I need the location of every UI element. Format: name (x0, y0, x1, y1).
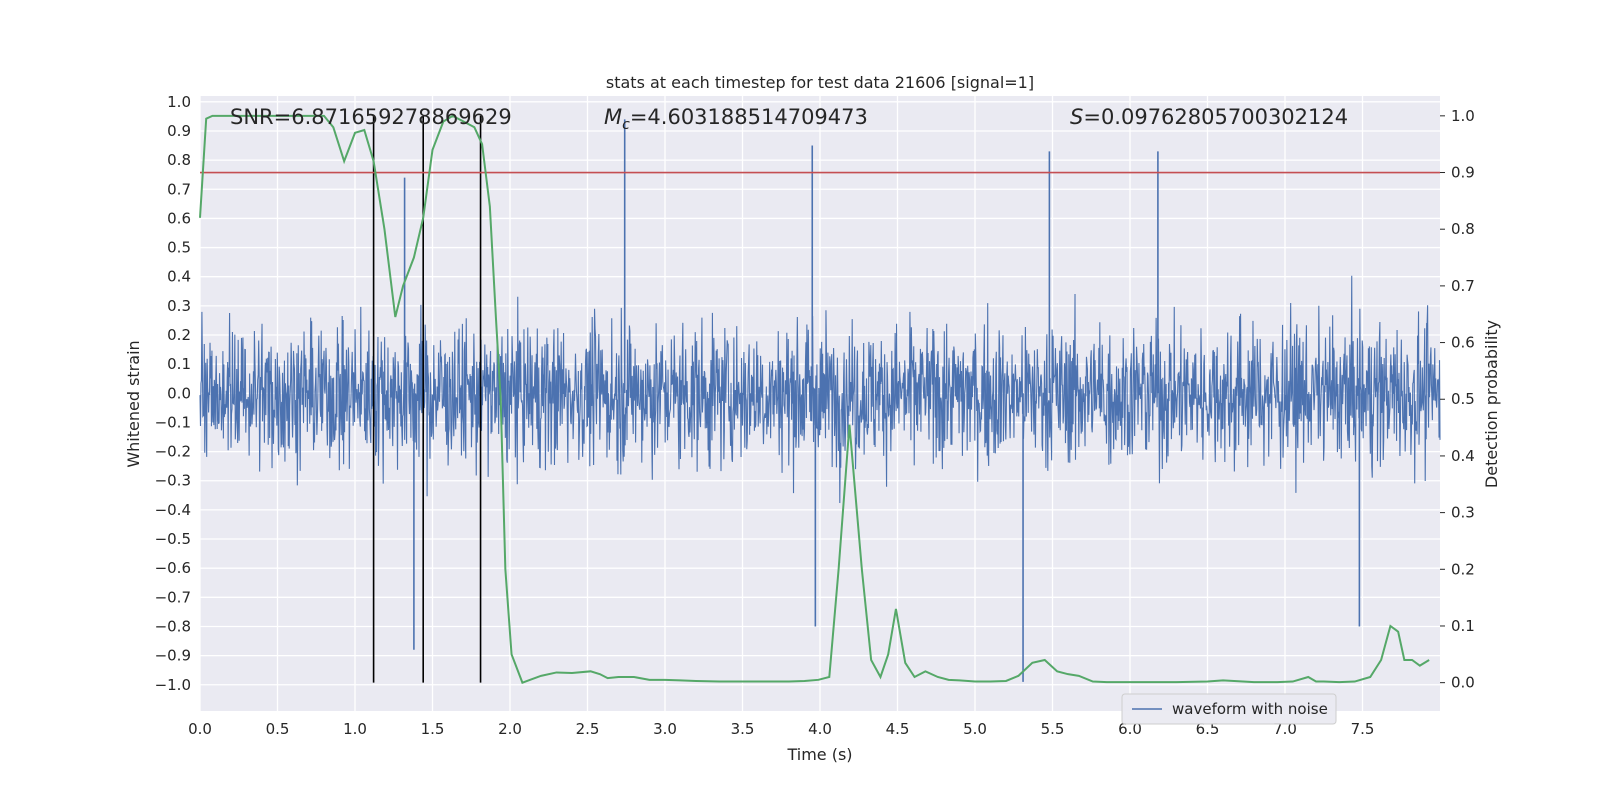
y-left-tick-label: −0.9 (155, 647, 191, 665)
y-left-tick-label: −0.7 (155, 588, 191, 606)
chirp-mass-annotation: Mc=4.603188514709473 (604, 105, 868, 133)
x-tick-label: 0.0 (188, 720, 212, 738)
x-axis-label: Time (s) (786, 745, 852, 764)
x-tick-label: 3.0 (653, 720, 677, 738)
y-left-axis-ticks: 1.0 0.9 0.8 0.7 0.6 0.5 0.4 0.3 0.2 0.1 0.0 −0.1 −0.… (155, 93, 191, 694)
probability-group (199, 114, 1430, 684)
chirp-mass-value: =4.603188514709473 (630, 105, 868, 129)
y-left-tick-label: 0.5 (167, 239, 191, 257)
x-tick-label: 2.5 (576, 720, 600, 738)
y-left-axis-label: Whitened strain (124, 340, 143, 467)
y-right-tick-label: 0.6 (1451, 334, 1475, 352)
y-right-tick-label: 0.8 (1451, 220, 1475, 238)
chirp-mass-symbol: M (604, 105, 622, 129)
y-right-tick-label: 0.9 (1451, 164, 1475, 182)
legend-box (1121, 693, 1337, 725)
y-left-tick-label: −0.4 (155, 501, 191, 519)
y-right-tick-label: 0.7 (1451, 277, 1475, 295)
snr-annotation: SNR=6.871659278869629 (230, 105, 512, 129)
chart-title: stats at each timestep for test data 216… (606, 73, 1034, 92)
chirp-mass-subscript: c (622, 117, 630, 133)
y-right-axis-ticks: 1.0 0.9 0.8 0.7 0.6 0.5 0.4 0.3 0.2 0.1 0.0 (1440, 107, 1475, 692)
marker-lines (372, 115, 482, 683)
x-tick-label: 0.5 (266, 720, 290, 738)
y-right-tick-label: 0.4 (1451, 447, 1475, 465)
x-tick-label: 4.0 (808, 720, 832, 738)
x-tick-label: 7.5 (1351, 720, 1375, 738)
s-symbol: S (1070, 105, 1083, 129)
y-left-tick-label: 0.9 (167, 122, 191, 140)
legend: waveform with noise (1121, 693, 1337, 725)
y-left-tick-label: 0.0 (167, 384, 191, 402)
detection-probability-line (199, 114, 1430, 684)
x-tick-label: 3.5 (731, 720, 755, 738)
y-right-tick-label: 0.2 (1451, 560, 1475, 578)
y-left-tick-label: −0.3 (155, 472, 191, 490)
waveform-line (199, 275, 1441, 504)
y-left-tick-label: −0.5 (155, 530, 191, 548)
y-right-tick-label: 0.3 (1451, 504, 1475, 522)
x-tick-label: 5.5 (1041, 720, 1065, 738)
y-left-tick-label: 1.0 (167, 93, 191, 111)
x-tick-label: 5.0 (963, 720, 987, 738)
x-tick-label: 4.5 (886, 720, 910, 738)
x-tick-label: 2.0 (498, 720, 522, 738)
x-tick-label: 1.5 (421, 720, 445, 738)
y-left-tick-label: −0.6 (155, 559, 191, 577)
x-tick-label: 1.0 (343, 720, 367, 738)
y-left-tick-label: −0.2 (155, 443, 191, 461)
y-left-tick-label: 0.6 (167, 209, 191, 227)
s-value: =0.09762805700302124 (1083, 105, 1348, 129)
y-left-tick-label: −0.1 (155, 413, 191, 431)
y-right-tick-label: 0.5 (1451, 390, 1475, 408)
y-left-tick-label: 0.3 (167, 297, 191, 315)
y-right-tick-label: 0.1 (1451, 617, 1475, 635)
y-left-tick-label: 0.7 (167, 180, 191, 198)
y-left-tick-label: 0.8 (167, 151, 191, 169)
y-right-tick-label: 0.0 (1451, 674, 1475, 692)
s-annotation: S=0.09762805700302124 (1070, 105, 1348, 129)
x-axis-ticks: 0.0 0.5 1.0 1.5 2.0 2.5 3.0 3.5 4.0 4.5 5.0 5.5 6.0 6… (188, 720, 1374, 738)
y-left-tick-label: −0.8 (155, 617, 191, 635)
y-left-tick-label: 0.1 (167, 355, 191, 373)
y-left-tick-label: 0.4 (167, 268, 191, 286)
y-right-axis-label: Detection probability (1482, 320, 1501, 488)
y-right-tick-label: 1.0 (1451, 107, 1475, 125)
y-left-tick-label: 0.2 (167, 326, 191, 344)
y-left-tick-label: −1.0 (155, 676, 191, 694)
legend-label: waveform with noise (1172, 700, 1328, 718)
waveform-series (199, 119, 1441, 682)
